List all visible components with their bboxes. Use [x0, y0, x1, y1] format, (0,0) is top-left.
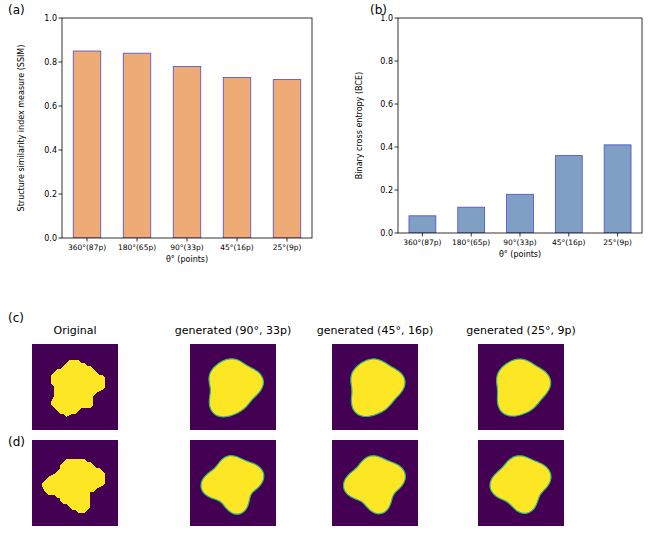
x-axis-title: θ° (points)	[166, 255, 208, 264]
panel-label: (a)	[8, 3, 25, 17]
y-tick	[59, 194, 63, 195]
y-tick-label: 0.4	[44, 146, 57, 155]
y-tick-label: 0.2	[380, 186, 393, 195]
y-tick	[59, 62, 63, 63]
generated-shape	[201, 456, 264, 515]
image-title: generated (90°, 33p)	[175, 324, 291, 337]
generated-shape	[497, 359, 551, 416]
bar	[73, 51, 101, 238]
image-title: generated (25°, 9p)	[466, 324, 575, 337]
bar	[273, 80, 301, 238]
image-background	[332, 440, 418, 526]
image-background	[478, 344, 564, 430]
plot-frame	[398, 18, 642, 233]
y-tick	[395, 61, 399, 62]
x-tick-label: 90°(33p)	[170, 243, 204, 252]
y-tick-label: 0.6	[380, 100, 393, 109]
x-tick-label: 25°(9p)	[273, 243, 302, 252]
bar	[123, 53, 151, 238]
y-tick	[395, 18, 399, 19]
x-tick-label: 25°(9p)	[603, 238, 632, 247]
bar	[555, 156, 582, 233]
x-tick	[471, 233, 472, 237]
image-title: Original	[53, 324, 96, 337]
chart-panel: (a) 0.0 0.2 0.4 0.6 0.8 1.0 360°(87p) 180°(65p) 9…	[8, 3, 312, 264]
y-tick	[59, 150, 63, 151]
x-tick	[520, 233, 521, 237]
bar	[604, 145, 631, 233]
y-tick	[59, 18, 63, 19]
x-tick-label: 45°(16p)	[220, 243, 254, 252]
y-tick-label: 0.0	[44, 234, 57, 243]
x-axis-title: θ° (points)	[499, 250, 541, 259]
x-tick	[237, 238, 238, 242]
y-tick	[59, 106, 63, 107]
generated-shape	[209, 359, 263, 417]
y-tick-label: 0.8	[380, 57, 393, 66]
x-tick	[568, 233, 569, 237]
x-tick-label: 180°(65p)	[452, 238, 490, 247]
bar	[507, 194, 534, 233]
bars	[409, 145, 631, 233]
original-shape	[42, 459, 105, 513]
original-shape	[51, 360, 105, 417]
image-background	[190, 440, 276, 526]
plot-frame	[62, 18, 312, 238]
bars	[73, 51, 301, 238]
x-tick	[422, 233, 423, 237]
bar	[173, 66, 201, 238]
image-title: generated (45°, 16p)	[317, 324, 433, 337]
y-tick-label: 1.0	[44, 14, 57, 23]
generated-shape	[490, 456, 551, 514]
image-background	[332, 344, 418, 430]
x-tick	[617, 233, 618, 237]
chart-panel: (b)0.00.20.40.60.81.0360°(87p)180°(65p)9…	[355, 3, 642, 259]
image-background	[190, 344, 276, 430]
panel-label: (c)	[8, 311, 24, 325]
image-panels: (c) (d) Original generated (90°, 33p) genera…	[8, 311, 576, 526]
x-tick-label: 45°(16p)	[552, 238, 586, 247]
bar	[409, 216, 436, 233]
y-tick-label: 0.6	[44, 102, 57, 111]
image-background	[32, 344, 118, 430]
y-tick-label: 0.4	[380, 143, 393, 152]
y-tick-label: 0.0	[380, 229, 393, 238]
x-tick-label: 180°(65p)	[118, 243, 156, 252]
x-tick-label: 90°(33p)	[503, 238, 537, 247]
y-tick-label: 0.8	[44, 58, 57, 67]
x-tick	[137, 238, 138, 242]
x-tick	[187, 238, 188, 242]
y-tick	[395, 104, 399, 105]
x-tick-label: 360°(87p)	[68, 243, 106, 252]
image-background	[32, 440, 118, 526]
y-axis-title: Structure similarity index measure (SSIM…	[17, 45, 26, 212]
generated-shape	[344, 456, 406, 514]
y-tick	[395, 147, 399, 148]
y-tick	[59, 238, 63, 239]
y-tick-label: 1.0	[380, 14, 393, 23]
y-tick	[395, 233, 399, 234]
panel-label: (d)	[8, 435, 25, 449]
x-tick-label: 360°(87p)	[403, 238, 441, 247]
bar	[223, 77, 251, 238]
bar	[458, 207, 485, 233]
figure: (a) 0.0 0.2 0.4 0.6 0.8 1.0 360°(87p) 180°(65p) 9…	[0, 0, 657, 534]
generated-shape	[351, 359, 405, 417]
x-tick	[87, 238, 88, 242]
y-axis-title: Binary cross entropy (BCE)	[355, 72, 364, 179]
x-tick	[287, 238, 288, 242]
y-tick-label: 0.2	[44, 190, 57, 199]
image-background	[478, 440, 564, 526]
y-tick	[395, 190, 399, 191]
